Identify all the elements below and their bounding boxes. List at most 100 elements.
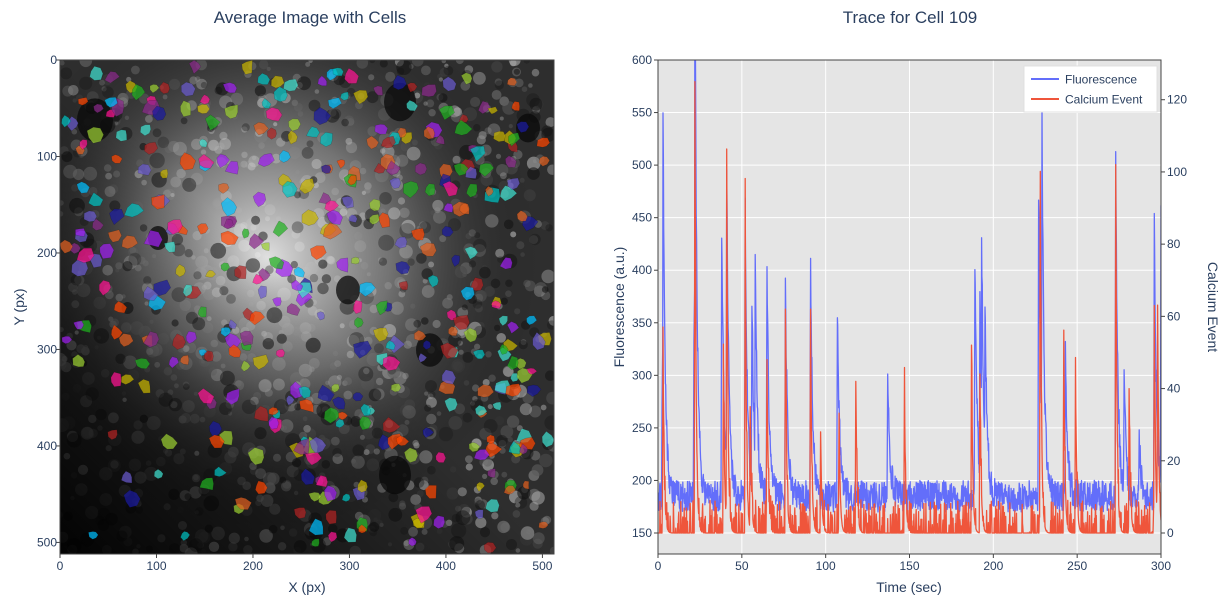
cell-roi[interactable] bbox=[435, 451, 447, 463]
cell-roi[interactable] bbox=[144, 141, 158, 155]
cell-roi[interactable] bbox=[454, 119, 473, 136]
cell-roi[interactable] bbox=[422, 427, 435, 439]
cell-roi[interactable] bbox=[443, 202, 454, 213]
cell-roi[interactable] bbox=[460, 286, 475, 301]
cell-roi[interactable] bbox=[179, 152, 196, 171]
cell-roi[interactable] bbox=[466, 183, 478, 198]
cell-roi[interactable] bbox=[382, 416, 401, 433]
cell-roi[interactable] bbox=[317, 75, 327, 87]
cell-roi[interactable] bbox=[72, 354, 86, 368]
cell-roi[interactable] bbox=[279, 149, 291, 163]
cell-roi[interactable] bbox=[327, 97, 343, 109]
cell-roi[interactable] bbox=[228, 344, 242, 358]
cell-roi[interactable] bbox=[249, 310, 266, 326]
cell-roi[interactable] bbox=[468, 442, 481, 453]
cell-roi[interactable] bbox=[380, 135, 396, 149]
cell-roi[interactable] bbox=[204, 114, 221, 131]
cell-roi[interactable] bbox=[493, 131, 506, 142]
cell-roi[interactable] bbox=[110, 371, 122, 387]
cell-roi[interactable] bbox=[160, 168, 169, 179]
cell-roi[interactable] bbox=[299, 399, 314, 413]
cell-roi[interactable] bbox=[438, 105, 455, 121]
cell-roi[interactable] bbox=[75, 228, 86, 237]
cell-roi[interactable] bbox=[79, 139, 88, 150]
cell-roi[interactable] bbox=[357, 479, 368, 493]
cell-roi[interactable] bbox=[341, 493, 351, 502]
cell-roi[interactable] bbox=[444, 397, 458, 413]
cell-roi[interactable] bbox=[287, 130, 298, 145]
cell-roi[interactable] bbox=[354, 317, 364, 329]
cell-roi[interactable] bbox=[118, 333, 134, 347]
cell-roi[interactable] bbox=[76, 247, 95, 264]
cell-roi[interactable] bbox=[197, 223, 209, 235]
cell-roi[interactable] bbox=[451, 254, 460, 267]
cell-roi[interactable] bbox=[293, 266, 305, 278]
cell-roi-overlays[interactable] bbox=[60, 60, 554, 554]
cell-roi[interactable] bbox=[541, 431, 554, 448]
cell-roi[interactable] bbox=[301, 209, 319, 226]
cell-roi[interactable] bbox=[332, 67, 344, 77]
cell-roi[interactable] bbox=[107, 429, 118, 440]
cell-roi[interactable] bbox=[272, 297, 282, 307]
cell-roi[interactable] bbox=[424, 183, 436, 197]
cell-roi[interactable] bbox=[153, 279, 171, 297]
cell-roi[interactable] bbox=[485, 185, 494, 197]
cell-roi[interactable] bbox=[89, 65, 104, 81]
cell-roi[interactable] bbox=[180, 81, 196, 97]
cell-roi[interactable] bbox=[348, 214, 358, 223]
cell-roi[interactable] bbox=[338, 411, 349, 420]
cell-roi[interactable] bbox=[353, 340, 372, 359]
cell-roi[interactable] bbox=[300, 468, 315, 486]
cell-roi[interactable] bbox=[487, 468, 496, 478]
cell-roi[interactable] bbox=[477, 100, 491, 115]
cell-roi[interactable] bbox=[93, 103, 104, 114]
cell-roi[interactable] bbox=[220, 230, 239, 246]
cell-roi[interactable] bbox=[220, 326, 232, 337]
cell-roi[interactable] bbox=[492, 401, 502, 411]
cell-roi[interactable] bbox=[268, 407, 279, 416]
cell-roi[interactable] bbox=[265, 107, 283, 122]
cell-roi[interactable] bbox=[435, 134, 445, 145]
cell-roi[interactable] bbox=[92, 218, 104, 231]
cell-roi[interactable] bbox=[324, 485, 337, 502]
cell-roi[interactable] bbox=[336, 159, 346, 169]
cell-roi[interactable] bbox=[352, 392, 364, 402]
cell-roi[interactable] bbox=[180, 100, 192, 117]
cell-roi[interactable] bbox=[305, 126, 320, 138]
cell-roi[interactable] bbox=[163, 241, 176, 253]
cell-roi[interactable] bbox=[336, 257, 349, 273]
cell-roi[interactable] bbox=[197, 388, 215, 404]
cell-roi[interactable] bbox=[286, 303, 301, 316]
average-image-panel[interactable] bbox=[53, 54, 559, 560]
cell-roi[interactable] bbox=[289, 381, 303, 399]
cell-roi[interactable] bbox=[506, 77, 518, 86]
cell-roi[interactable] bbox=[323, 407, 341, 424]
cell-roi[interactable] bbox=[223, 218, 234, 230]
cell-roi[interactable] bbox=[358, 524, 368, 534]
cell-roi[interactable] bbox=[291, 279, 304, 291]
cell-roi[interactable] bbox=[499, 343, 509, 355]
cell-roi[interactable] bbox=[413, 329, 427, 341]
cell-roi[interactable] bbox=[386, 160, 401, 176]
cell-roi[interactable] bbox=[172, 333, 186, 350]
cell-roi[interactable] bbox=[335, 418, 345, 428]
cell-roi[interactable] bbox=[341, 196, 354, 209]
cell-roi[interactable] bbox=[369, 213, 380, 225]
cell-roi[interactable] bbox=[283, 78, 299, 92]
cell-roi[interactable] bbox=[76, 181, 90, 194]
cell-roi[interactable] bbox=[442, 76, 457, 92]
cell-roi[interactable] bbox=[134, 358, 151, 370]
cell-roi[interactable] bbox=[257, 153, 275, 167]
cell-roi[interactable] bbox=[408, 537, 417, 547]
cell-roi[interactable] bbox=[389, 177, 402, 189]
cell-roi[interactable] bbox=[225, 388, 240, 406]
cell-roi[interactable] bbox=[486, 434, 495, 444]
cell-roi[interactable] bbox=[260, 242, 270, 251]
cell-roi[interactable] bbox=[470, 277, 484, 292]
cell-roi[interactable] bbox=[506, 355, 519, 370]
cell-roi[interactable] bbox=[323, 222, 343, 240]
cell-roi[interactable] bbox=[234, 497, 252, 510]
cell-roi[interactable] bbox=[197, 306, 207, 318]
cell-roi[interactable] bbox=[404, 447, 419, 463]
cell-roi[interactable] bbox=[359, 282, 376, 297]
